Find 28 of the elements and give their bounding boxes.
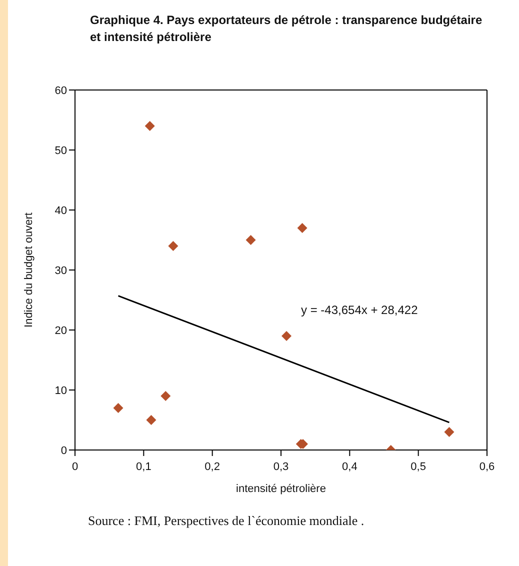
y-axis-title: Indice du budget ouvert: [22, 212, 35, 328]
point: [246, 235, 256, 245]
x-tick-label: 0,6: [479, 460, 495, 473]
point: [144, 121, 155, 131]
source-note: Source : FMI, Perspectives de l`économie mondiale .: [88, 513, 364, 529]
y-tick-label: 20: [54, 324, 67, 337]
x-tick-label: 0,4: [342, 460, 358, 473]
point: [146, 415, 156, 425]
x-tick-label: 0,5: [410, 460, 426, 473]
y-tick-label: 10: [54, 384, 67, 397]
point: [160, 391, 171, 401]
y-tick-label: 60: [54, 84, 67, 97]
y-tick-label: 40: [54, 204, 67, 217]
x-tick-label: 0: [72, 460, 78, 473]
x-axis-title: intensité pétrolière: [236, 483, 326, 495]
y-tick-label: 0: [60, 444, 67, 457]
point: [281, 331, 292, 341]
point: [444, 427, 454, 437]
x-tick-label: 0,1: [136, 460, 152, 473]
y-tick-label: 30: [54, 264, 67, 277]
x-tick-label: 0,2: [204, 460, 220, 473]
chart-title: Graphique 4. Pays exportateurs de pétrole : transparence budgétaire et intensité pétrolière: [90, 12, 484, 46]
x-tick-label: 0,3: [273, 460, 289, 473]
point: [113, 403, 124, 413]
annotation: y = -43,654x + 28,422: [301, 303, 418, 317]
point: [168, 241, 178, 251]
y-tick-label: 50: [54, 144, 67, 157]
point: [297, 223, 308, 233]
